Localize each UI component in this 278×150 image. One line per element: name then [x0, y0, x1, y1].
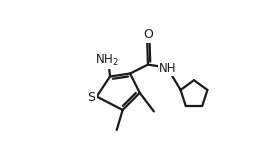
Text: S: S	[88, 91, 95, 104]
Text: O: O	[143, 28, 153, 41]
Text: NH: NH	[159, 62, 177, 75]
Text: NH$_2$: NH$_2$	[95, 53, 119, 68]
